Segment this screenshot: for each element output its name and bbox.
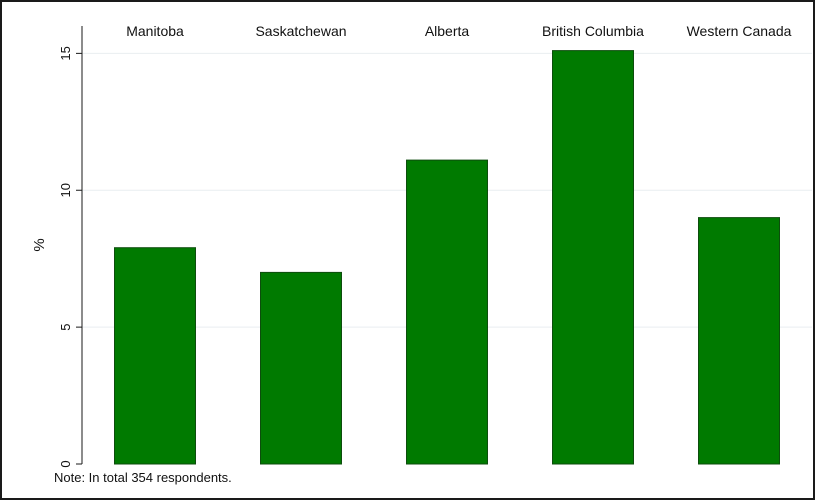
bar-alberta bbox=[407, 160, 488, 464]
bar-saskatchewan bbox=[261, 272, 342, 464]
y-tick-label-10: 10 bbox=[58, 183, 73, 197]
chart-note: Note: In total 354 respondents. bbox=[54, 470, 232, 485]
y-tick-label-0: 0 bbox=[58, 460, 73, 467]
y-axis-ticks: 0 5 10 15 bbox=[58, 46, 82, 467]
y-axis-title: % bbox=[31, 238, 48, 251]
y-tick-label-15: 15 bbox=[58, 46, 73, 60]
bar-british-columbia bbox=[553, 51, 634, 464]
category-label-manitoba: Manitoba bbox=[126, 23, 184, 39]
category-label-saskatchewan: Saskatchewan bbox=[255, 23, 346, 39]
category-label-british-columbia: British Columbia bbox=[542, 23, 644, 39]
y-tick-label-5: 5 bbox=[58, 324, 73, 331]
category-label-alberta: Alberta bbox=[425, 23, 470, 39]
category-label-western-canada: Western Canada bbox=[687, 23, 792, 39]
bar-manitoba bbox=[115, 248, 196, 464]
category-labels: Manitoba Saskatchewan Alberta British Colum… bbox=[126, 23, 791, 39]
bars bbox=[115, 51, 780, 464]
bar-western-canada bbox=[699, 218, 780, 464]
